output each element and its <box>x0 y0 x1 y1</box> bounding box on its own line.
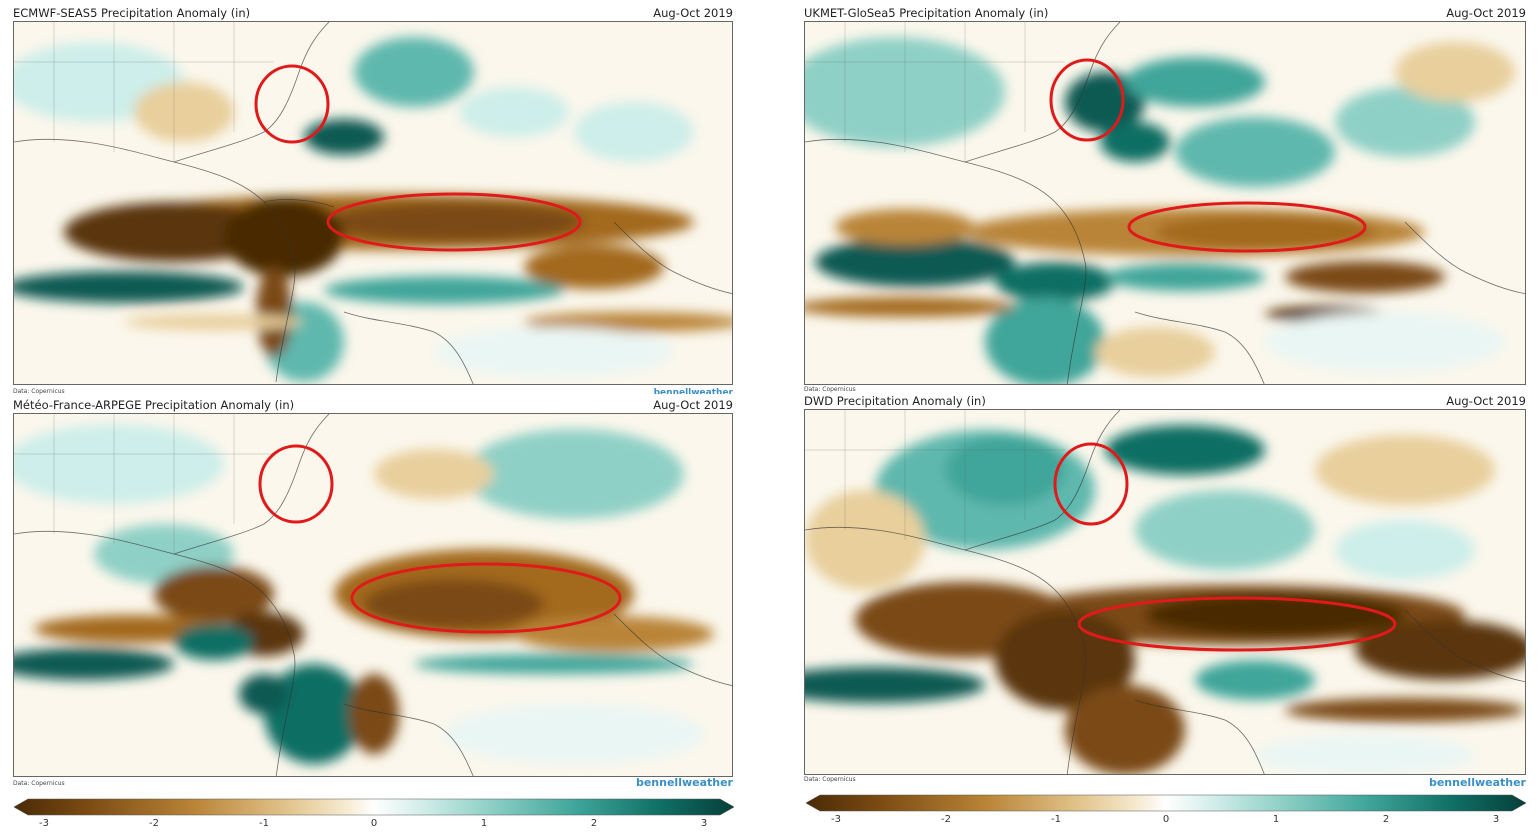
colorbar-tick: 3 <box>1492 814 1500 825</box>
panel-period: Aug-Oct 2019 <box>1446 6 1526 20</box>
panel-meteofrance: Météo-France-ARPEGE Precipitation Anomal… <box>13 398 733 790</box>
panel-title: DWD Precipitation Anomaly (in) <box>804 394 986 408</box>
anomaly-map <box>804 409 1526 775</box>
colorbar-tick: -3 <box>39 818 49 829</box>
data-credit: Data: Copernicus <box>13 388 65 395</box>
colorbar-tick: -2 <box>149 818 159 829</box>
colorbar-tick: -3 <box>831 814 841 825</box>
data-credit: Data: Copernicus <box>804 386 856 393</box>
panel-ukmet: UKMET-GloSea5 Precipitation Anomaly (in)… <box>804 6 1526 398</box>
colorbar-tick: 1 <box>480 818 488 829</box>
colorbar-tick: 0 <box>370 818 378 829</box>
brand-logo: bennellweather <box>1428 776 1526 789</box>
panel-ecmwf: ECMWF-SEAS5 Precipitation Anomaly (in) A… <box>13 6 733 398</box>
colorbar-tick: 2 <box>1382 814 1390 825</box>
colorbar-tick: -1 <box>259 818 269 829</box>
colorbar-tick: 1 <box>1272 814 1280 825</box>
panel-title: ECMWF-SEAS5 Precipitation Anomaly (in) <box>13 6 251 20</box>
anomaly-map <box>804 21 1526 385</box>
brand-logo: bennellweather <box>635 776 733 789</box>
panel-dwd: DWD Precipitation Anomaly (in) Aug-Oct 2… <box>804 394 1526 790</box>
data-credit: Data: Copernicus <box>804 776 856 783</box>
colorbar-left: -3 -2 -1 0 1 2 3 <box>14 798 734 834</box>
colorbar-right: -3 -2 -1 0 1 2 3 <box>806 794 1526 830</box>
panel-period: Aug-Oct 2019 <box>653 6 733 20</box>
colorbar-tick: 2 <box>590 818 598 829</box>
panel-period: Aug-Oct 2019 <box>1446 394 1526 408</box>
colorbar-tick: 0 <box>1162 814 1170 825</box>
data-credit: Data: Copernicus <box>13 780 65 787</box>
anomaly-map <box>13 413 733 777</box>
colorbar-tick: 3 <box>700 818 708 829</box>
panel-title: Météo-France-ARPEGE Precipitation Anomal… <box>13 398 295 412</box>
panel-title: UKMET-GloSea5 Precipitation Anomaly (in) <box>804 6 1049 20</box>
anomaly-map <box>13 21 733 385</box>
panel-period: Aug-Oct 2019 <box>653 398 733 412</box>
colorbar-tick: -1 <box>1051 814 1061 825</box>
brand-logo: bennellweather <box>653 388 733 394</box>
colorbar-tick: -2 <box>941 814 951 825</box>
